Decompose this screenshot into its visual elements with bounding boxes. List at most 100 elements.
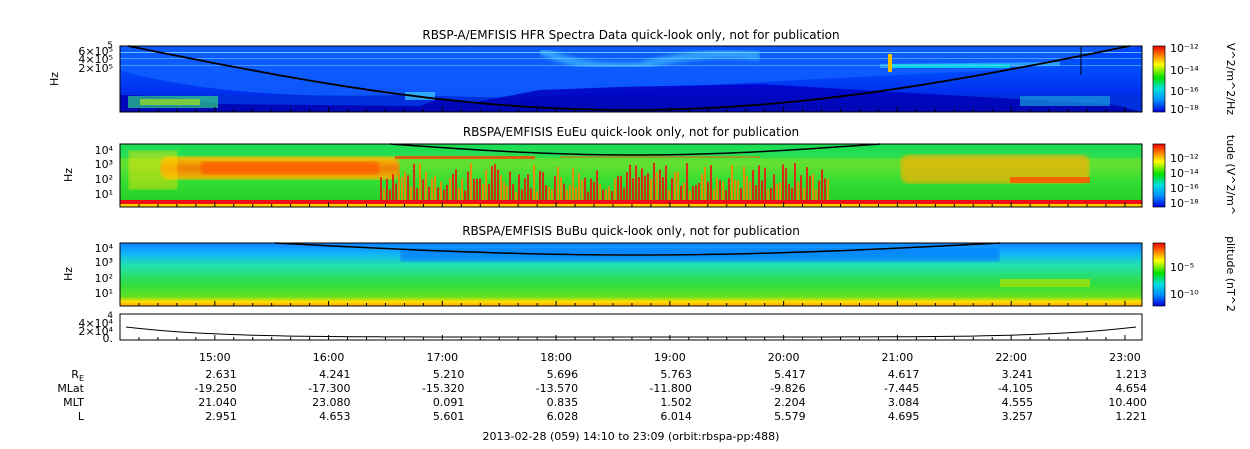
spectral-spike [689,190,691,200]
spectral-spike [461,178,463,200]
ephemeris-value: 5.579 [774,410,806,423]
spectral-spike [572,168,574,200]
spectral-spike [515,191,517,200]
spectral-spike [608,186,610,200]
spectral-spike [419,163,421,200]
spectral-spike [548,186,550,200]
spectral-spike [494,164,496,200]
panel-bubu-ylabel: Hz [62,267,75,281]
spectral-spike [425,171,427,200]
spectral-spike [626,172,628,200]
ephemeris-value: 3.084 [888,396,920,409]
spectral-spike [809,176,811,200]
ephemeris-value: -9.826 [770,382,805,395]
ephemeris-value: 23.080 [312,396,351,409]
spectral-spike [797,181,799,200]
ephemeris-value: 21.040 [198,396,237,409]
spectral-spike [521,189,523,200]
panel-hfr: RBSP-A/EMFISIS HFR Spectra Data quick-lo… [48,28,1237,116]
ephemeris-value: -19.250 [194,382,236,395]
spectral-spike [488,183,490,200]
spectral-spike [692,186,694,200]
ephemeris-row-label: MLT [63,396,84,409]
spectral-spike [527,174,529,200]
spectral-spike [398,172,400,200]
x-tick-label: 20:00 [768,351,800,364]
ephemeris-value: 0.091 [433,396,465,409]
spectral-spike [395,183,397,200]
spectral-spike [392,174,394,200]
panel-bubu-frame [119,242,1143,307]
panel-eueu-ytick: 10² [95,173,113,186]
spectral-spike [440,181,442,200]
spectral-spike [662,176,664,200]
spectral-spike [617,175,619,200]
spectral-spike [416,188,418,200]
spectral-spike [422,179,424,200]
ephemeris-value: 5.210 [433,368,465,381]
spectral-spike [458,187,460,200]
spectral-spike [542,172,544,200]
spectral-spike [698,182,700,200]
spectral-spike [410,186,412,200]
colorbar-tick: 10⁻¹⁶ [1170,85,1199,98]
spectral-spike [431,178,433,200]
panel-line-ytick: 4×10⁴ [78,317,113,330]
spectral-spike [659,169,661,200]
spectral-spike [638,177,640,200]
spectral-spike [779,182,781,200]
spectral-spike [563,183,565,200]
colorbar-label: plitude (nT^2 [1224,236,1237,312]
spectral-spike [632,178,634,200]
panel-hfr-ylabel: Hz [48,72,61,86]
spectral-spike [800,175,802,200]
x-tick-label: 16:00 [313,351,345,364]
spectral-spike [404,171,406,200]
x-tick-label: 21:00 [882,351,914,364]
spectral-spike [707,181,709,200]
ephemeris-value: 4.695 [888,410,920,423]
spectral-spike [623,188,625,200]
spectral-spike [437,187,439,200]
spectral-spike [650,178,652,200]
colorbar-label: tude (V^2/m^ [1224,135,1237,215]
ephemeris-value: 2.631 [205,368,237,381]
spectral-spike [413,163,415,200]
spectral-spike [596,170,598,200]
panel-hfr-plasma-line [127,45,1131,111]
spectral-spike [671,177,673,200]
spectral-spike [449,177,451,200]
ephemeris-value: 3.257 [1002,410,1034,423]
spectral-spike [665,165,667,200]
spectral-spike [524,178,526,200]
spectral-spike [731,164,733,200]
spectral-spike [506,185,508,200]
x-tick-label: 18:00 [540,351,572,364]
panel-hfr-spectrogram [120,45,1142,112]
spectral-spike [788,183,790,200]
spectral-spike [620,176,622,200]
spectral-spike [635,165,637,200]
spectral-spike [479,178,481,200]
panel-eueu-title: RBSPA/EMFISIS EuEu quick-look only, not … [463,125,799,139]
spectral-spike [452,173,454,200]
spectral-spike [728,178,730,200]
spectral-spike [794,163,796,200]
colorbar-tick: 10⁻¹² [1170,152,1199,165]
panel-line-ytick: 0. [103,332,114,345]
ephemeris-value: -4.105 [998,382,1033,395]
spectral-spike [578,173,580,200]
panel-eueu-x-ticks [138,202,1126,207]
colorbar-tick: 10⁻¹⁸ [1170,197,1199,210]
spectral-spike [593,181,595,200]
spectral-spike [767,189,769,200]
x-tick-label: 22:00 [995,351,1027,364]
panel-hfr-ytick: 6×10⁵ [78,45,113,58]
panel-line-series [125,326,1137,338]
spectral-spike [380,177,382,200]
spectral-spike [629,164,631,200]
panel-hfr-ytick: 2×10⁵ [78,62,113,75]
spectral-spike [428,186,430,200]
ephemeris-table: RE 2.631 4.241 5.210 5.696 5.763 5.417 4.617 3.2… [57,368,1147,423]
spectral-spike [605,189,607,200]
